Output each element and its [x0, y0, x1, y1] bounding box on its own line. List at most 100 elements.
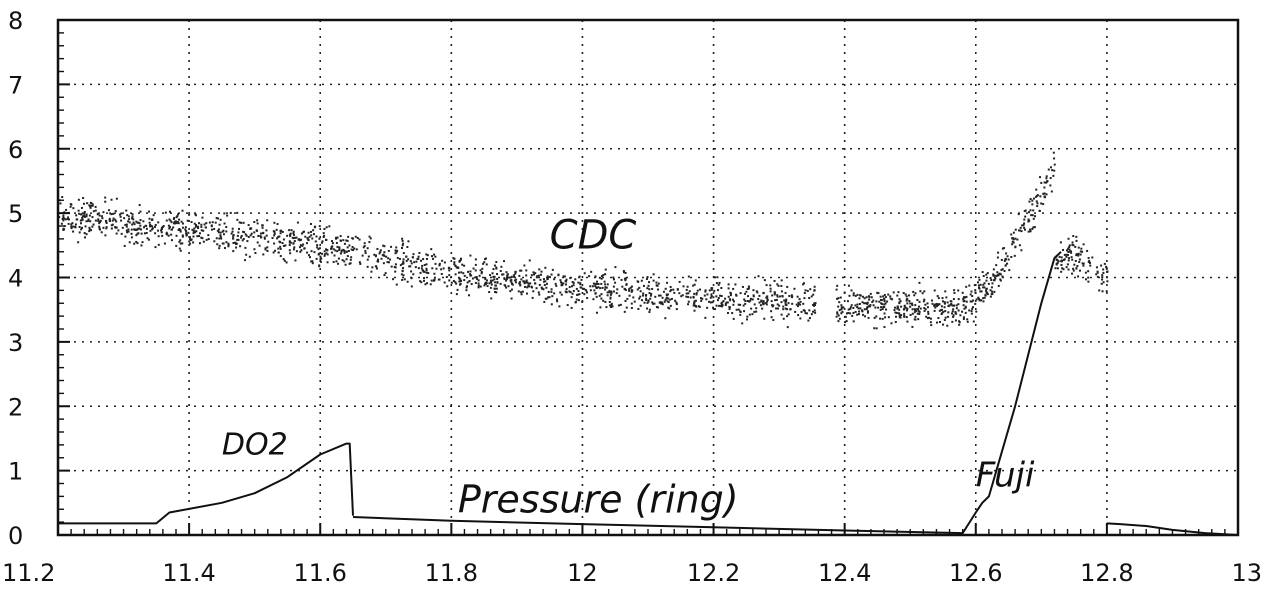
scatter-point — [758, 301, 761, 304]
scatter-point — [273, 232, 276, 235]
scatter-point — [175, 244, 178, 247]
scatter-point — [605, 286, 608, 289]
scatter-point — [951, 304, 954, 307]
scatter-point — [716, 276, 719, 279]
scatter-point — [847, 308, 850, 311]
scatter-point — [585, 289, 588, 292]
scatter-point — [934, 306, 937, 309]
scatter-point — [521, 290, 524, 293]
scatter-point — [1050, 190, 1053, 193]
scatter-point — [717, 283, 720, 286]
scatter-point — [277, 251, 280, 254]
scatter-point — [490, 297, 493, 300]
scatter-point — [925, 315, 928, 318]
scatter-point — [963, 300, 966, 303]
scatter-point — [936, 295, 939, 298]
scatter-point — [970, 300, 973, 303]
scatter-point — [1065, 253, 1068, 256]
scatter-point — [373, 253, 376, 256]
scatter-point — [938, 309, 941, 312]
scatter-point — [865, 308, 868, 311]
scatter-point — [837, 297, 840, 300]
scatter-point — [665, 293, 668, 296]
scatter-point — [254, 251, 257, 254]
scatter-point — [197, 235, 200, 238]
scatter-point — [466, 285, 469, 288]
scatter-point — [223, 247, 226, 250]
scatter-point — [401, 278, 404, 281]
scatter-point — [612, 276, 615, 279]
scatter-point — [458, 280, 461, 283]
scatter-point — [193, 227, 196, 230]
scatter-point — [550, 290, 553, 293]
scatter-point — [215, 217, 218, 220]
scatter-point — [1060, 256, 1063, 259]
scatter-point — [200, 223, 203, 226]
scatter-point — [687, 303, 690, 306]
scatter-point — [1014, 228, 1017, 231]
scatter-point — [978, 287, 981, 290]
scatter-point — [776, 294, 779, 297]
scatter-point — [1071, 243, 1074, 246]
scatter-point — [198, 242, 201, 245]
scatter-point — [114, 226, 117, 229]
scatter-point — [407, 258, 410, 261]
scatter-point — [870, 296, 873, 299]
scatter-point — [85, 213, 88, 216]
scatter-point — [263, 237, 266, 240]
scatter-point — [524, 281, 527, 284]
scatter-point — [758, 294, 761, 297]
scatter-point — [367, 255, 370, 258]
scatter-point — [810, 313, 813, 316]
scatter-point — [1024, 209, 1027, 212]
scatter-point — [642, 294, 645, 297]
scatter-point — [784, 303, 787, 306]
scatter-point — [299, 244, 302, 247]
scatter-point — [295, 250, 298, 253]
scatter-point — [952, 304, 955, 307]
scatter-point — [775, 298, 778, 301]
scatter-point — [276, 223, 279, 226]
scatter-point — [301, 244, 304, 247]
scatter-point — [575, 298, 578, 301]
scatter-point — [443, 281, 446, 284]
scatter-point — [142, 220, 145, 223]
scatter-point — [908, 300, 911, 303]
scatter-point — [871, 300, 874, 303]
scatter-point — [757, 275, 760, 278]
scatter-point — [1075, 253, 1078, 256]
scatter-point — [474, 269, 477, 272]
scatter-point — [78, 212, 81, 215]
scatter-point — [548, 296, 551, 299]
scatter-point — [526, 286, 529, 289]
scatter-point — [417, 255, 420, 258]
scatter-point — [507, 285, 510, 288]
scatter-point — [279, 229, 282, 232]
scatter-point — [867, 305, 870, 308]
scatter-point — [170, 221, 173, 224]
scatter-point — [565, 288, 568, 291]
scatter-point — [570, 285, 573, 288]
scatter-point — [749, 297, 752, 300]
scatter-point — [527, 282, 530, 285]
scatter-point — [618, 304, 621, 307]
scatter-point — [780, 290, 783, 293]
scatter-point — [1086, 249, 1089, 252]
scatter-point — [492, 268, 495, 271]
scatter-point — [900, 305, 903, 308]
scatter-point — [334, 249, 337, 252]
scatter-point — [664, 287, 667, 290]
scatter-point — [399, 264, 402, 267]
scatter-point — [863, 302, 866, 305]
scatter-point — [843, 291, 846, 294]
scatter-point — [937, 297, 940, 300]
scatter-point — [1068, 245, 1071, 248]
scatter-point — [608, 290, 611, 293]
scatter-point — [985, 289, 988, 292]
scatter-point — [387, 249, 390, 252]
scatter-point — [865, 296, 868, 299]
scatter-point — [1072, 244, 1075, 247]
scatter-point — [1087, 260, 1090, 263]
scatter-point — [429, 283, 432, 286]
